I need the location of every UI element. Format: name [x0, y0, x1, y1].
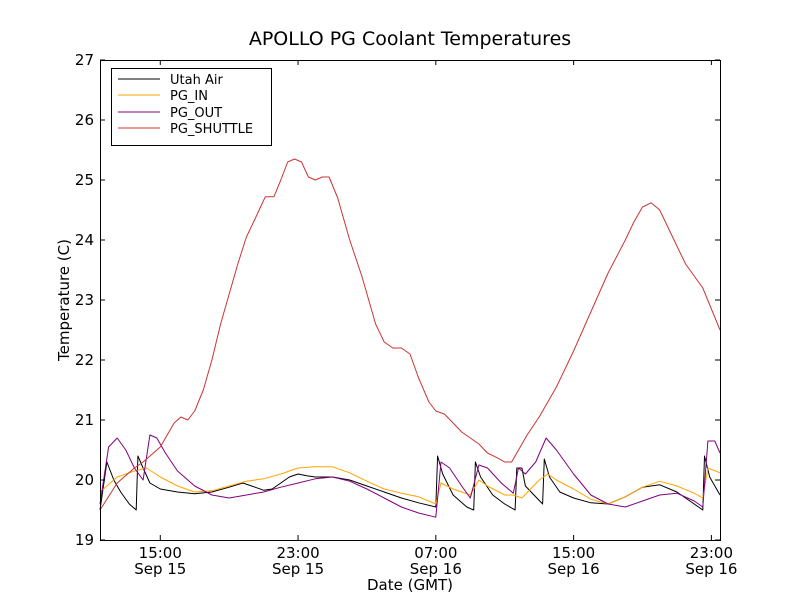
legend-label-utah-air: Utah Air: [170, 73, 223, 88]
y-tick-label: 19: [75, 531, 94, 549]
x-tick-date-label: Sep 15: [134, 560, 186, 578]
legend-box: [111, 68, 272, 146]
x-tick-date-label: Sep 16: [685, 560, 737, 578]
x-tick-date-label: Sep 16: [410, 560, 462, 578]
y-tick-label: 21: [75, 411, 94, 429]
x-tick-time-label: 07:00: [414, 544, 457, 562]
legend: Utah Air PG_IN PG_OUT PG_SHUTTLE: [111, 68, 272, 146]
legend-label-pg-out: PG_OUT: [170, 106, 222, 121]
y-tick-label: 22: [75, 351, 94, 369]
y-tick-label: 26: [75, 111, 94, 129]
x-tick-time-label: 23:00: [690, 544, 733, 562]
legend-label-pg-shuttle: PG_SHUTTLE: [170, 122, 253, 137]
y-tick-label: 23: [75, 291, 94, 309]
y-axis-label: Temperature (C): [55, 239, 73, 362]
y-tick-label: 20: [75, 471, 94, 489]
x-tick-time-label: 15:00: [552, 544, 595, 562]
series-line-pg-shuttle: [99, 158, 721, 511]
plot-frame: [100, 60, 721, 541]
y-tick-label: 24: [75, 231, 94, 249]
y-tick-label: 27: [75, 51, 94, 69]
series-layer: [99, 158, 721, 518]
x-tick-time-label: 23:00: [276, 544, 319, 562]
series-line-pg-in: [99, 466, 721, 505]
chart-title: APOLLO PG Coolant Temperatures: [249, 28, 571, 50]
legend-label-pg-in: PG_IN: [170, 89, 208, 104]
x-axis-label: Date (GMT): [367, 576, 453, 594]
x-tick-time-label: 15:00: [139, 544, 182, 562]
series-line-utah-air: [99, 455, 721, 511]
x-tick-date-label: Sep 15: [272, 560, 324, 578]
x-tick-date-label: Sep 16: [548, 560, 600, 578]
y-tick-label: 25: [75, 171, 94, 189]
series-line-pg-out: [99, 434, 721, 518]
